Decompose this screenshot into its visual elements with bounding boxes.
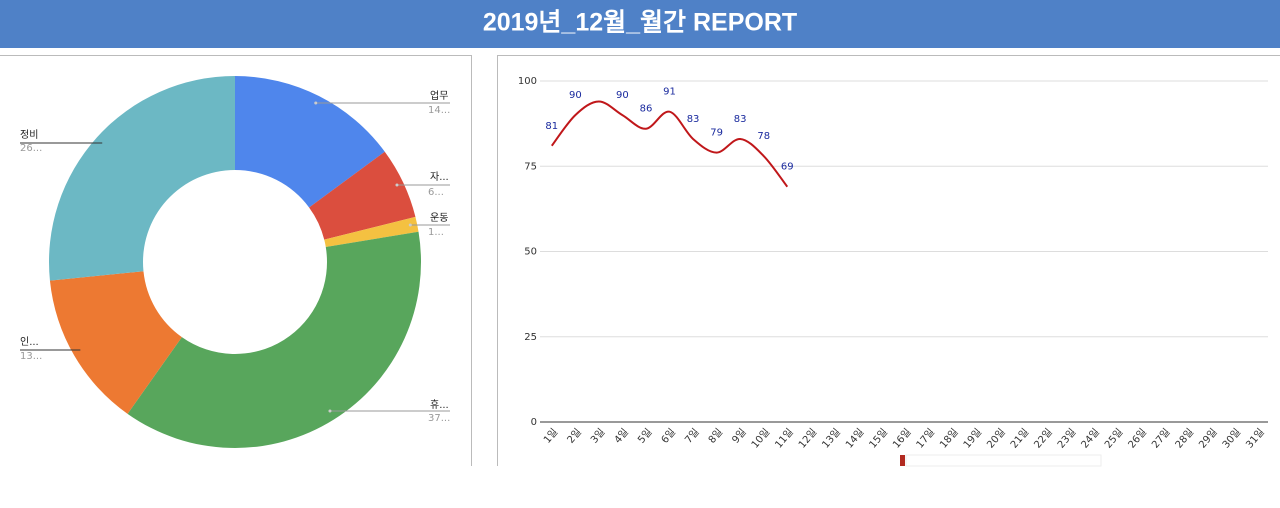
x-tick-label: 16일 <box>890 426 913 451</box>
x-tick-label: 27일 <box>1149 426 1172 451</box>
x-tick-label: 4일 <box>612 426 631 446</box>
x-tick-label: 11일 <box>773 426 796 451</box>
x-tick-label: 5일 <box>635 426 654 446</box>
x-tick-label: 1일 <box>541 426 560 446</box>
slice-value: 13... <box>20 351 42 362</box>
x-tick-label: 9일 <box>730 426 749 446</box>
y-tick-label: 50 <box>524 247 537 258</box>
x-tick-label: 20일 <box>984 426 1007 451</box>
data-label: 91 <box>663 87 676 98</box>
x-tick-label: 31일 <box>1244 426 1267 451</box>
x-tick-label: 3일 <box>588 426 607 446</box>
x-tick-label: 23일 <box>1055 426 1078 451</box>
slice-value: 6... <box>428 187 444 198</box>
y-tick-label: 100 <box>518 76 537 87</box>
x-tick-label: 13일 <box>820 426 843 451</box>
x-tick-label: 28일 <box>1173 426 1196 451</box>
x-tick-label: 12일 <box>796 426 819 451</box>
x-tick-label: 29일 <box>1196 426 1219 451</box>
data-label: 86 <box>640 104 653 115</box>
donut-slice <box>48 76 235 281</box>
donut-slice <box>309 151 416 240</box>
slice-value: 26... <box>20 143 42 154</box>
leader-dot <box>408 223 412 227</box>
slice-value: 1... <box>428 227 444 238</box>
slice-name: 인... <box>20 336 39 348</box>
slice-name: 정비 <box>20 129 38 141</box>
y-tick-label: 25 <box>524 332 537 343</box>
data-label: 90 <box>616 90 629 101</box>
report-title: 2019년_12월_월간 REPORT <box>483 9 797 37</box>
data-label: 69 <box>781 162 794 173</box>
leader-dot <box>314 101 318 105</box>
x-tick-label: 8일 <box>706 426 725 446</box>
x-tick-label: 24일 <box>1079 426 1102 451</box>
scroll-marker <box>900 455 905 466</box>
data-line <box>550 100 789 188</box>
y-tick-label: 75 <box>524 161 537 172</box>
slice-name: 휴... <box>430 399 449 411</box>
donut-slice <box>235 76 385 208</box>
slice-value: 14... <box>428 105 450 116</box>
slice-value: 37... <box>428 413 450 424</box>
x-tick-label: 7일 <box>682 426 701 446</box>
slice-name: 업무 <box>430 89 448 102</box>
slice-name: 자... <box>430 171 449 183</box>
donut-slice <box>324 216 419 248</box>
y-tick-label: 0 <box>531 417 537 428</box>
data-label: 79 <box>710 128 723 139</box>
x-tick-label: 18일 <box>937 426 960 451</box>
x-tick-label: 6일 <box>659 426 678 446</box>
data-label: 83 <box>687 114 700 125</box>
x-tick-label: 25일 <box>1102 426 1125 451</box>
x-tick-label: 14일 <box>843 426 866 451</box>
x-tick-label: 2일 <box>565 426 584 446</box>
header-bar <box>0 0 1280 48</box>
x-tick-label: 22일 <box>1032 426 1055 451</box>
leader-dot <box>395 183 399 187</box>
x-tick-label: 17일 <box>914 426 937 451</box>
donut-slice <box>127 231 422 449</box>
x-tick-label: 21일 <box>1008 426 1031 451</box>
leader-dot <box>328 409 332 413</box>
x-tick-label: 30일 <box>1220 426 1243 451</box>
x-tick-label: 10일 <box>749 426 772 451</box>
data-label: 78 <box>757 131 770 142</box>
donut-slice <box>49 271 182 414</box>
scroll-track <box>905 454 1102 467</box>
slice-name: 운동 <box>430 212 448 224</box>
left-panel <box>0 55 472 466</box>
data-label: 90 <box>569 90 582 101</box>
x-tick-label: 26일 <box>1126 426 1149 451</box>
x-tick-label: 15일 <box>867 426 890 451</box>
x-tick-label: 19일 <box>961 426 984 451</box>
data-label: 81 <box>545 121 558 132</box>
right-panel <box>497 55 1280 466</box>
data-label: 83 <box>734 114 747 125</box>
